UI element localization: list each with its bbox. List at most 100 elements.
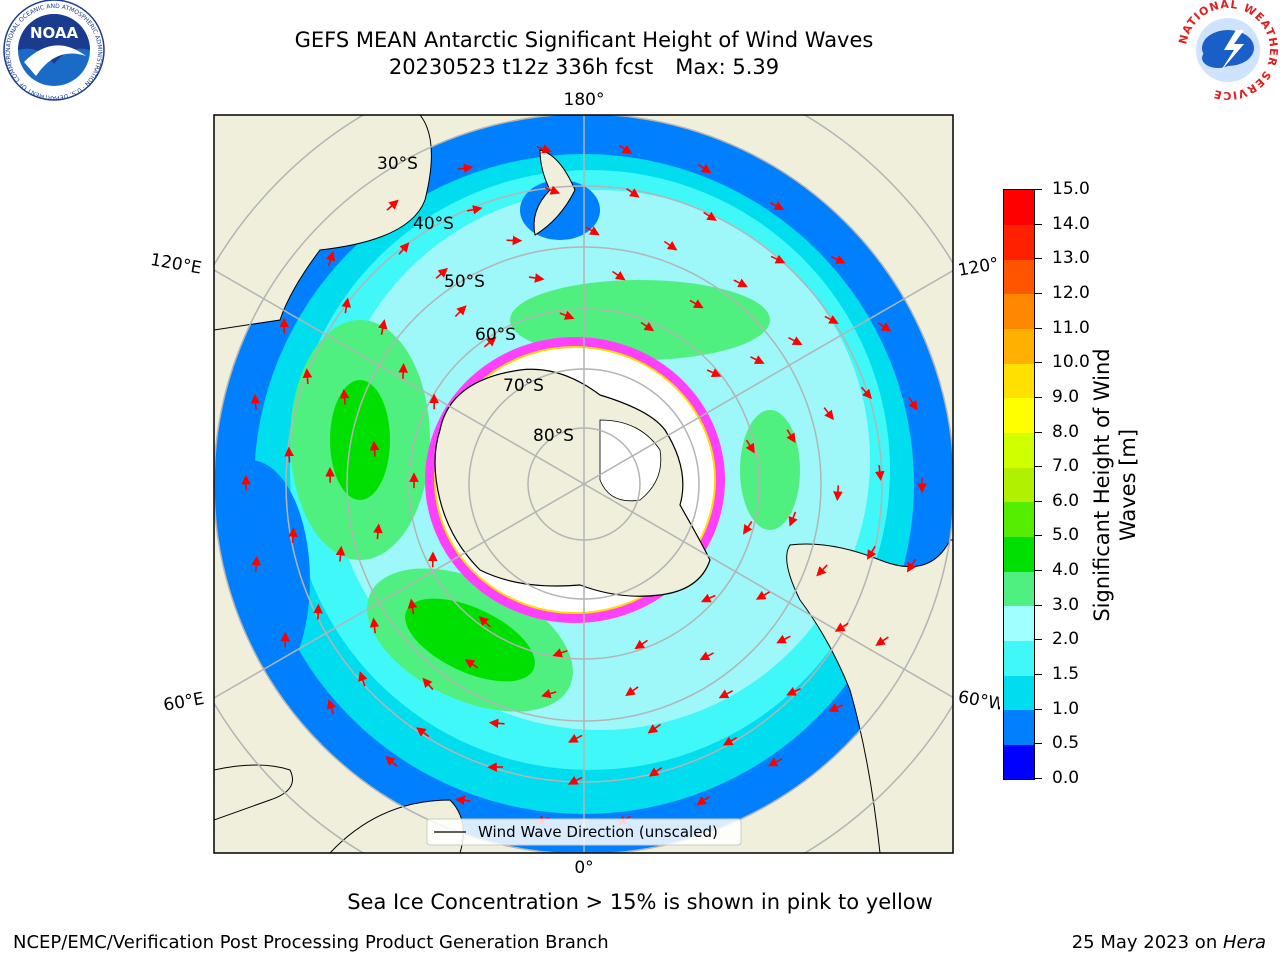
wave-direction-arrow (251, 555, 261, 572)
wave-direction-arrow (567, 775, 583, 785)
wave-direction-arrow (663, 240, 678, 251)
wave-direction-arrow (648, 766, 663, 777)
wave-direction-arrow (625, 686, 639, 697)
colorbar-segment (1004, 536, 1034, 572)
wave-direction-arrow (640, 321, 655, 332)
colorbar-segment (1004, 432, 1034, 468)
colorbar-segment (1004, 675, 1034, 711)
colorbar-segment (1004, 605, 1034, 641)
lat-label-40s: 40°S (413, 214, 454, 234)
wave-direction-arrow (377, 319, 388, 335)
wave-direction-arrow (398, 242, 410, 255)
colorbar-tick-label: 6.0 (1052, 490, 1080, 511)
wave-direction-arrow (647, 723, 661, 734)
wave-direction-arrow (770, 254, 786, 264)
colorbar-tick-label: 2.0 (1052, 629, 1080, 650)
noaa-logo: NATIONAL OCEANIC AND ATMOSPHERIC ADMINIS… (2, 0, 105, 101)
colorbar-tick (1034, 570, 1042, 572)
antarctica-land (434, 368, 711, 597)
colorbar-segment (1004, 293, 1034, 330)
lon-label-60w: 60°W (957, 687, 1000, 715)
wave-direction-arrow (341, 297, 352, 314)
wave-direction-arrow (706, 368, 722, 377)
wave-direction-arrow (689, 299, 704, 309)
colorbar-segment (1004, 224, 1034, 260)
wave-direction-arrow (358, 671, 368, 687)
colorbar-tick-label: 15.0 (1052, 179, 1090, 199)
wave-direction-arrow (875, 465, 885, 481)
wave-direction-arrow (325, 250, 336, 267)
wave-direction-arrow (697, 163, 712, 174)
wave-direction-arrow (407, 598, 418, 615)
wave-direction-arrow (612, 270, 626, 281)
lat-label-60s: 60°S (475, 325, 516, 345)
colorbar-tick-label: 0.0 (1052, 768, 1080, 788)
wave-direction-arrow (824, 315, 839, 324)
wave-direction-arrow (860, 386, 872, 400)
colorbar (1003, 189, 1035, 780)
colorbar-tick (1034, 708, 1042, 710)
colorbar-tick (1034, 604, 1042, 606)
wave-direction-arrow (435, 267, 449, 279)
wave-direction-arrow (755, 590, 770, 600)
lat-label-80s: 80°S (533, 426, 574, 446)
colorbar-tick-label: 10.0 (1052, 352, 1090, 373)
wave-direction-arrow (585, 226, 600, 236)
wave-direction-arrow (288, 527, 298, 544)
wave-direction-arrow (634, 639, 648, 650)
wave-direction-arrow (718, 689, 733, 699)
colorbar-tick (1034, 327, 1042, 329)
colorbar-tick-label: 1.5 (1052, 664, 1080, 685)
footer-left: NCEP/EMC/Verification Post Processing Pr… (13, 932, 609, 953)
legend-label: Wind Wave Direction (unscaled) (478, 823, 718, 841)
colorbar-tick (1034, 500, 1042, 502)
wave-direction-arrow (369, 440, 380, 457)
colorbar-segment (1004, 501, 1034, 537)
colorbar-tick-label: 4.0 (1052, 560, 1080, 581)
lat-label-70s: 70°S (503, 376, 544, 396)
chart-subtitle: 20230523 t12z 336h fcst Max: 5.39 (0, 54, 1168, 81)
colorbar-tick (1034, 535, 1042, 537)
colorbar-tick-label: 9.0 (1052, 386, 1080, 407)
colorbar-tick (1034, 743, 1042, 745)
wave-direction-arrow (464, 659, 479, 669)
wave-direction-arrow (398, 363, 409, 379)
wave-direction-arrow (733, 278, 748, 288)
colorbar-tick-label: 11.0 (1052, 317, 1090, 338)
wave-direction-arrow (618, 144, 633, 155)
lat-label-30s: 30°S (377, 154, 418, 174)
africa-land (214, 764, 293, 821)
wave-direction-arrow (302, 368, 313, 384)
forecast-time: 20230523 t12z 336h fcst (388, 55, 654, 79)
lon-label-120e: 120°E (149, 250, 203, 279)
wave-direction-arrow (823, 407, 834, 421)
wave-direction-arrow (866, 545, 877, 560)
wave-direction-arrow (422, 677, 434, 691)
sea-ice-ring (425, 337, 725, 623)
colorbar-segment (1004, 640, 1034, 676)
colorbar-tick-label: 8.0 (1052, 421, 1080, 442)
wave-direction-arrow (369, 617, 380, 634)
wave-direction-arrow (745, 439, 755, 454)
wave-direction-arrow (568, 733, 583, 743)
colorbar-tick-label: 14.0 (1052, 213, 1090, 234)
colorbar-tick (1034, 189, 1042, 190)
sea-ice-note: Sea Ice Concentration > 15% is shown in … (347, 890, 933, 914)
wave-direction-arrow (877, 322, 892, 332)
colorbar-tick (1034, 431, 1042, 433)
wave-direction-arrow (906, 558, 917, 573)
colorbar-tick (1034, 639, 1042, 641)
graticule (214, 115, 953, 853)
wave-direction-arrow (454, 305, 467, 318)
wave-direction-arrow (703, 211, 717, 221)
wave-direction-arrow (250, 393, 261, 410)
legend-box (426, 818, 742, 846)
wave-direction-arrow (830, 254, 846, 264)
wind-wave-arrows (241, 144, 927, 826)
lon-label-120w: 120° (957, 254, 1000, 281)
wave-direction-arrow (722, 736, 738, 746)
max-value: Max: 5.39 (675, 55, 780, 79)
wave-direction-arrow (816, 564, 828, 577)
wave-direction-arrow (908, 397, 918, 411)
ross-ice-shelf (599, 419, 662, 502)
